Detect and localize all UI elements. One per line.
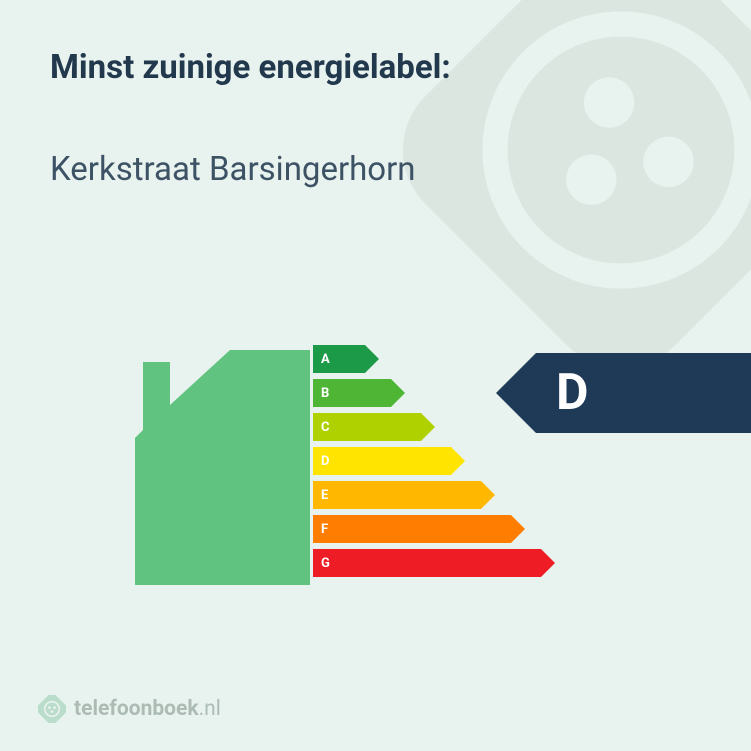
- footer-brand: telefoonboek.nl: [38, 695, 221, 723]
- energy-bar-label: A: [313, 345, 365, 373]
- heading: Minst zuinige energielabel:: [50, 48, 451, 87]
- energy-bar-arrow: [391, 379, 405, 407]
- energy-bar-arrow: [541, 549, 555, 577]
- house-icon: [135, 350, 310, 585]
- energy-bar-arrow: [451, 447, 465, 475]
- energy-bar-d: D: [313, 447, 465, 475]
- energy-bar-c: C: [313, 413, 435, 441]
- rating-badge-body: D: [536, 353, 751, 433]
- energy-bar-arrow: [421, 413, 435, 441]
- energy-bar-b: B: [313, 379, 405, 407]
- energy-bar-a: A: [313, 345, 379, 373]
- energy-bar-label: B: [313, 379, 391, 407]
- footer-logo-icon: [38, 695, 66, 723]
- energy-bar-arrow: [365, 345, 379, 373]
- energy-bar-label: D: [313, 447, 451, 475]
- energy-bar-label: E: [313, 481, 481, 509]
- footer-brand-text: telefoonboek.nl: [74, 697, 221, 721]
- energy-bar-label: C: [313, 413, 421, 441]
- energy-bar-arrow: [481, 481, 495, 509]
- subheading: Kerkstraat Barsingerhorn: [50, 150, 416, 189]
- rating-badge: D: [496, 353, 751, 433]
- footer-brand-light: .nl: [199, 697, 221, 721]
- energy-bar-label: G: [313, 549, 541, 577]
- energy-bar-g: G: [313, 549, 555, 577]
- energy-bar-label: F: [313, 515, 511, 543]
- energy-bar-f: F: [313, 515, 525, 543]
- footer-brand-bold: telefoonboek: [74, 697, 199, 721]
- energy-bar-e: E: [313, 481, 495, 509]
- rating-label: D: [556, 364, 589, 422]
- energy-bar-arrow: [511, 515, 525, 543]
- rating-badge-arrow: [496, 353, 536, 433]
